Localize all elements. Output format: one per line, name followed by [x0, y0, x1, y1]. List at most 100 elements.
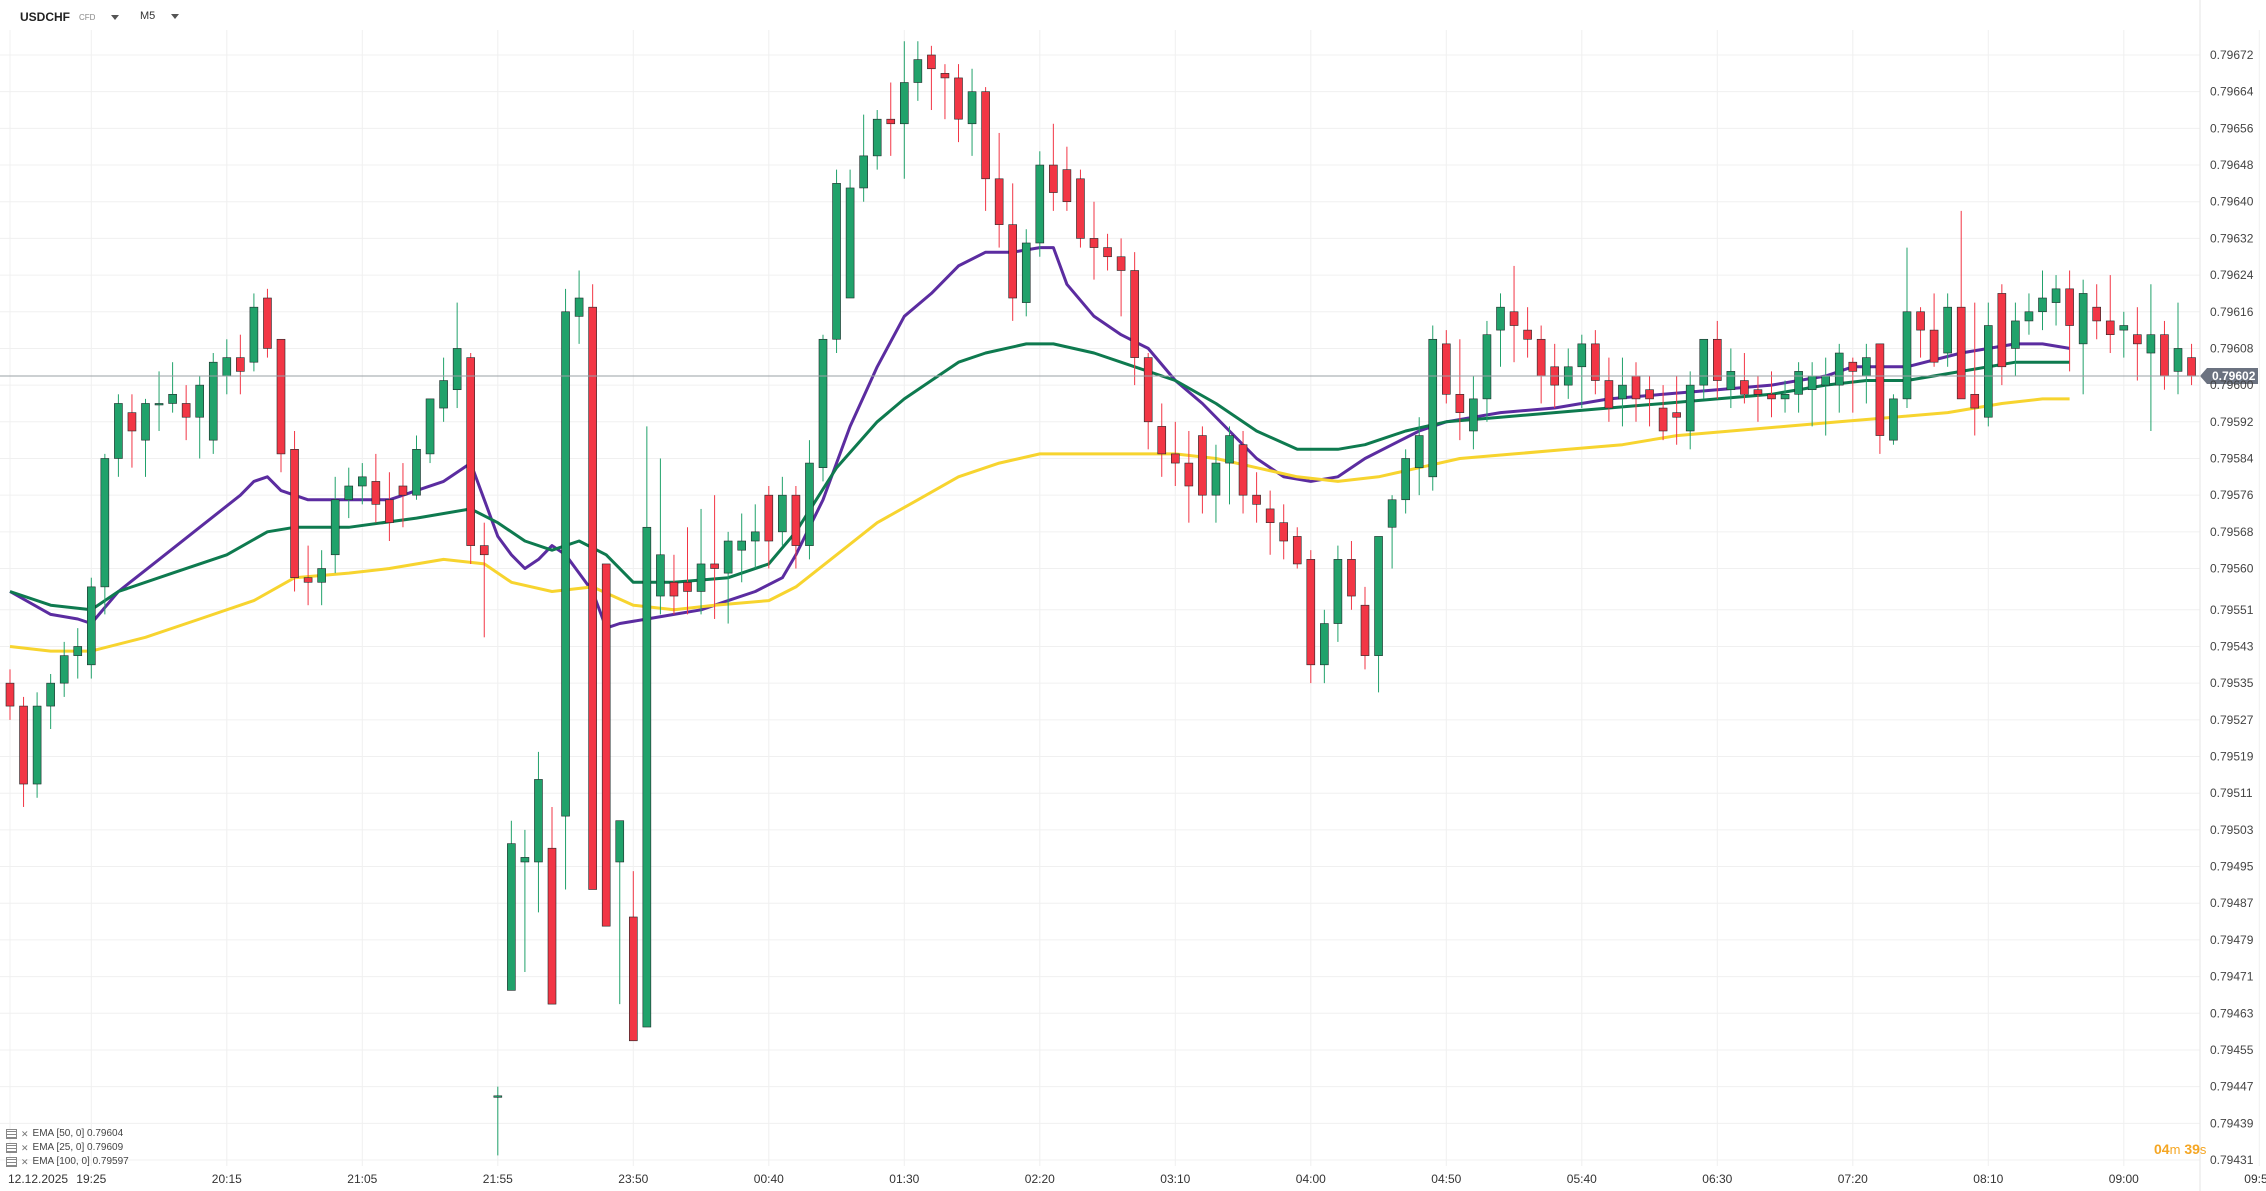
candle-body: [1360, 604, 1370, 656]
candle-body: [2105, 320, 2115, 335]
candle-body: [141, 403, 150, 441]
chevron-down-icon: [111, 14, 120, 20]
candle: [2078, 279, 2088, 395]
y-tick-label: 0.79431: [2210, 1153, 2254, 1167]
candle: [1103, 233, 1112, 271]
candle-body: [127, 412, 137, 432]
candle: [73, 628, 83, 679]
candle-body: [1618, 384, 1627, 400]
candle-body: [1130, 270, 1139, 358]
candle: [412, 435, 421, 500]
candle: [1740, 353, 1749, 404]
candle-body: [710, 563, 719, 569]
candle: [127, 394, 137, 468]
y-tick-label: 0.79568: [2210, 525, 2254, 539]
candle: [520, 829, 530, 973]
candle-body: [1713, 338, 1722, 381]
candle-body: [100, 458, 110, 588]
candle: [317, 550, 326, 606]
close-icon[interactable]: ✕: [21, 1129, 29, 1139]
x-tick-label: 08:10: [1973, 1172, 2003, 1186]
candle-body: [1008, 224, 1018, 299]
candle: [1848, 357, 1858, 413]
y-tick-label: 0.79535: [2210, 676, 2254, 690]
candle-body: [2051, 288, 2061, 303]
last-price-line: 0.79602: [0, 367, 2258, 384]
candle-body: [683, 581, 692, 592]
candle: [737, 513, 747, 583]
candle-body: [1848, 361, 1858, 372]
x-tick-label: 20:15: [212, 1172, 242, 1186]
candle-body: [723, 540, 733, 574]
candle-body: [5, 682, 15, 707]
candle-body: [236, 357, 245, 372]
y-tick-label: 0.79584: [2210, 451, 2254, 465]
candle: [2173, 302, 2183, 395]
candle-body: [1631, 375, 1641, 400]
candle-body: [872, 118, 882, 157]
candle-body: [1198, 435, 1207, 496]
candle-body: [1753, 389, 1763, 395]
candle: [1279, 504, 1288, 560]
candle: [32, 692, 42, 798]
candle: [1306, 550, 1316, 684]
candle: [2187, 343, 2196, 386]
ema-line-2: [9, 397, 2070, 653]
candle-body: [317, 568, 326, 583]
candle: [507, 820, 516, 991]
candle-body: [208, 361, 218, 441]
candle-body: [452, 348, 462, 391]
candle-body: [561, 311, 570, 817]
timeframe-selector[interactable]: M5: [140, 10, 180, 22]
candle: [2024, 293, 2034, 335]
y-tick-label: 0.79640: [2210, 195, 2254, 209]
y-tick-label: 0.79664: [2210, 85, 2254, 99]
legend-item-ema-25[interactable]: ✕ EMA [25, 0] 0.79609: [6, 1141, 129, 1155]
candle-body: [696, 563, 706, 592]
legend-item-ema-100[interactable]: ✕ EMA [100, 0] 0.79597: [6, 1155, 129, 1169]
candle-body: [2078, 293, 2088, 345]
legend-item-ema-50[interactable]: ✕ EMA [50, 0] 0.79604: [6, 1127, 129, 1141]
candle: [249, 293, 259, 372]
candle: [1943, 293, 1952, 367]
candle: [1387, 495, 1397, 569]
settings-icon[interactable]: [6, 1157, 17, 1167]
candle: [534, 751, 543, 913]
candle: [561, 288, 570, 890]
candle-body: [1794, 371, 1803, 395]
candle: [696, 508, 706, 615]
candle: [1401, 449, 1410, 514]
candle-body: [1320, 623, 1329, 666]
settings-icon[interactable]: [6, 1143, 17, 1153]
y-tick-label: 0.79608: [2210, 341, 2254, 355]
candle: [1211, 444, 1221, 523]
candle: [1902, 247, 1912, 409]
last-price-tag: [2200, 367, 2258, 384]
x-tick-label: 04:50: [1431, 1172, 1461, 1186]
candle-body: [737, 540, 747, 551]
candle: [1618, 357, 1627, 427]
close-icon[interactable]: ✕: [21, 1143, 29, 1153]
candle: [1997, 284, 2007, 386]
candle: [1956, 210, 1966, 400]
candle: [2105, 275, 2115, 354]
candle-body: [1916, 311, 1925, 331]
y-tick-label: 0.79511: [2210, 786, 2253, 800]
candle-body: [899, 82, 909, 125]
x-tick-label: 06:30: [1702, 1172, 1732, 1186]
candle-body: [1225, 435, 1234, 464]
settings-icon[interactable]: [6, 1129, 17, 1139]
candle: [479, 522, 489, 638]
candle: [1333, 545, 1343, 642]
candle-body: [222, 357, 232, 377]
candle: [1360, 586, 1370, 670]
symbol-selector[interactable]: USDCHF CFD: [20, 10, 120, 24]
candle: [1509, 265, 1519, 363]
candle-body: [886, 118, 896, 125]
x-tick-label: 04:00: [1296, 1172, 1326, 1186]
candle: [2119, 311, 2129, 358]
candle-body: [2133, 334, 2142, 345]
candle: [642, 426, 652, 1028]
close-icon[interactable]: ✕: [21, 1157, 29, 1167]
